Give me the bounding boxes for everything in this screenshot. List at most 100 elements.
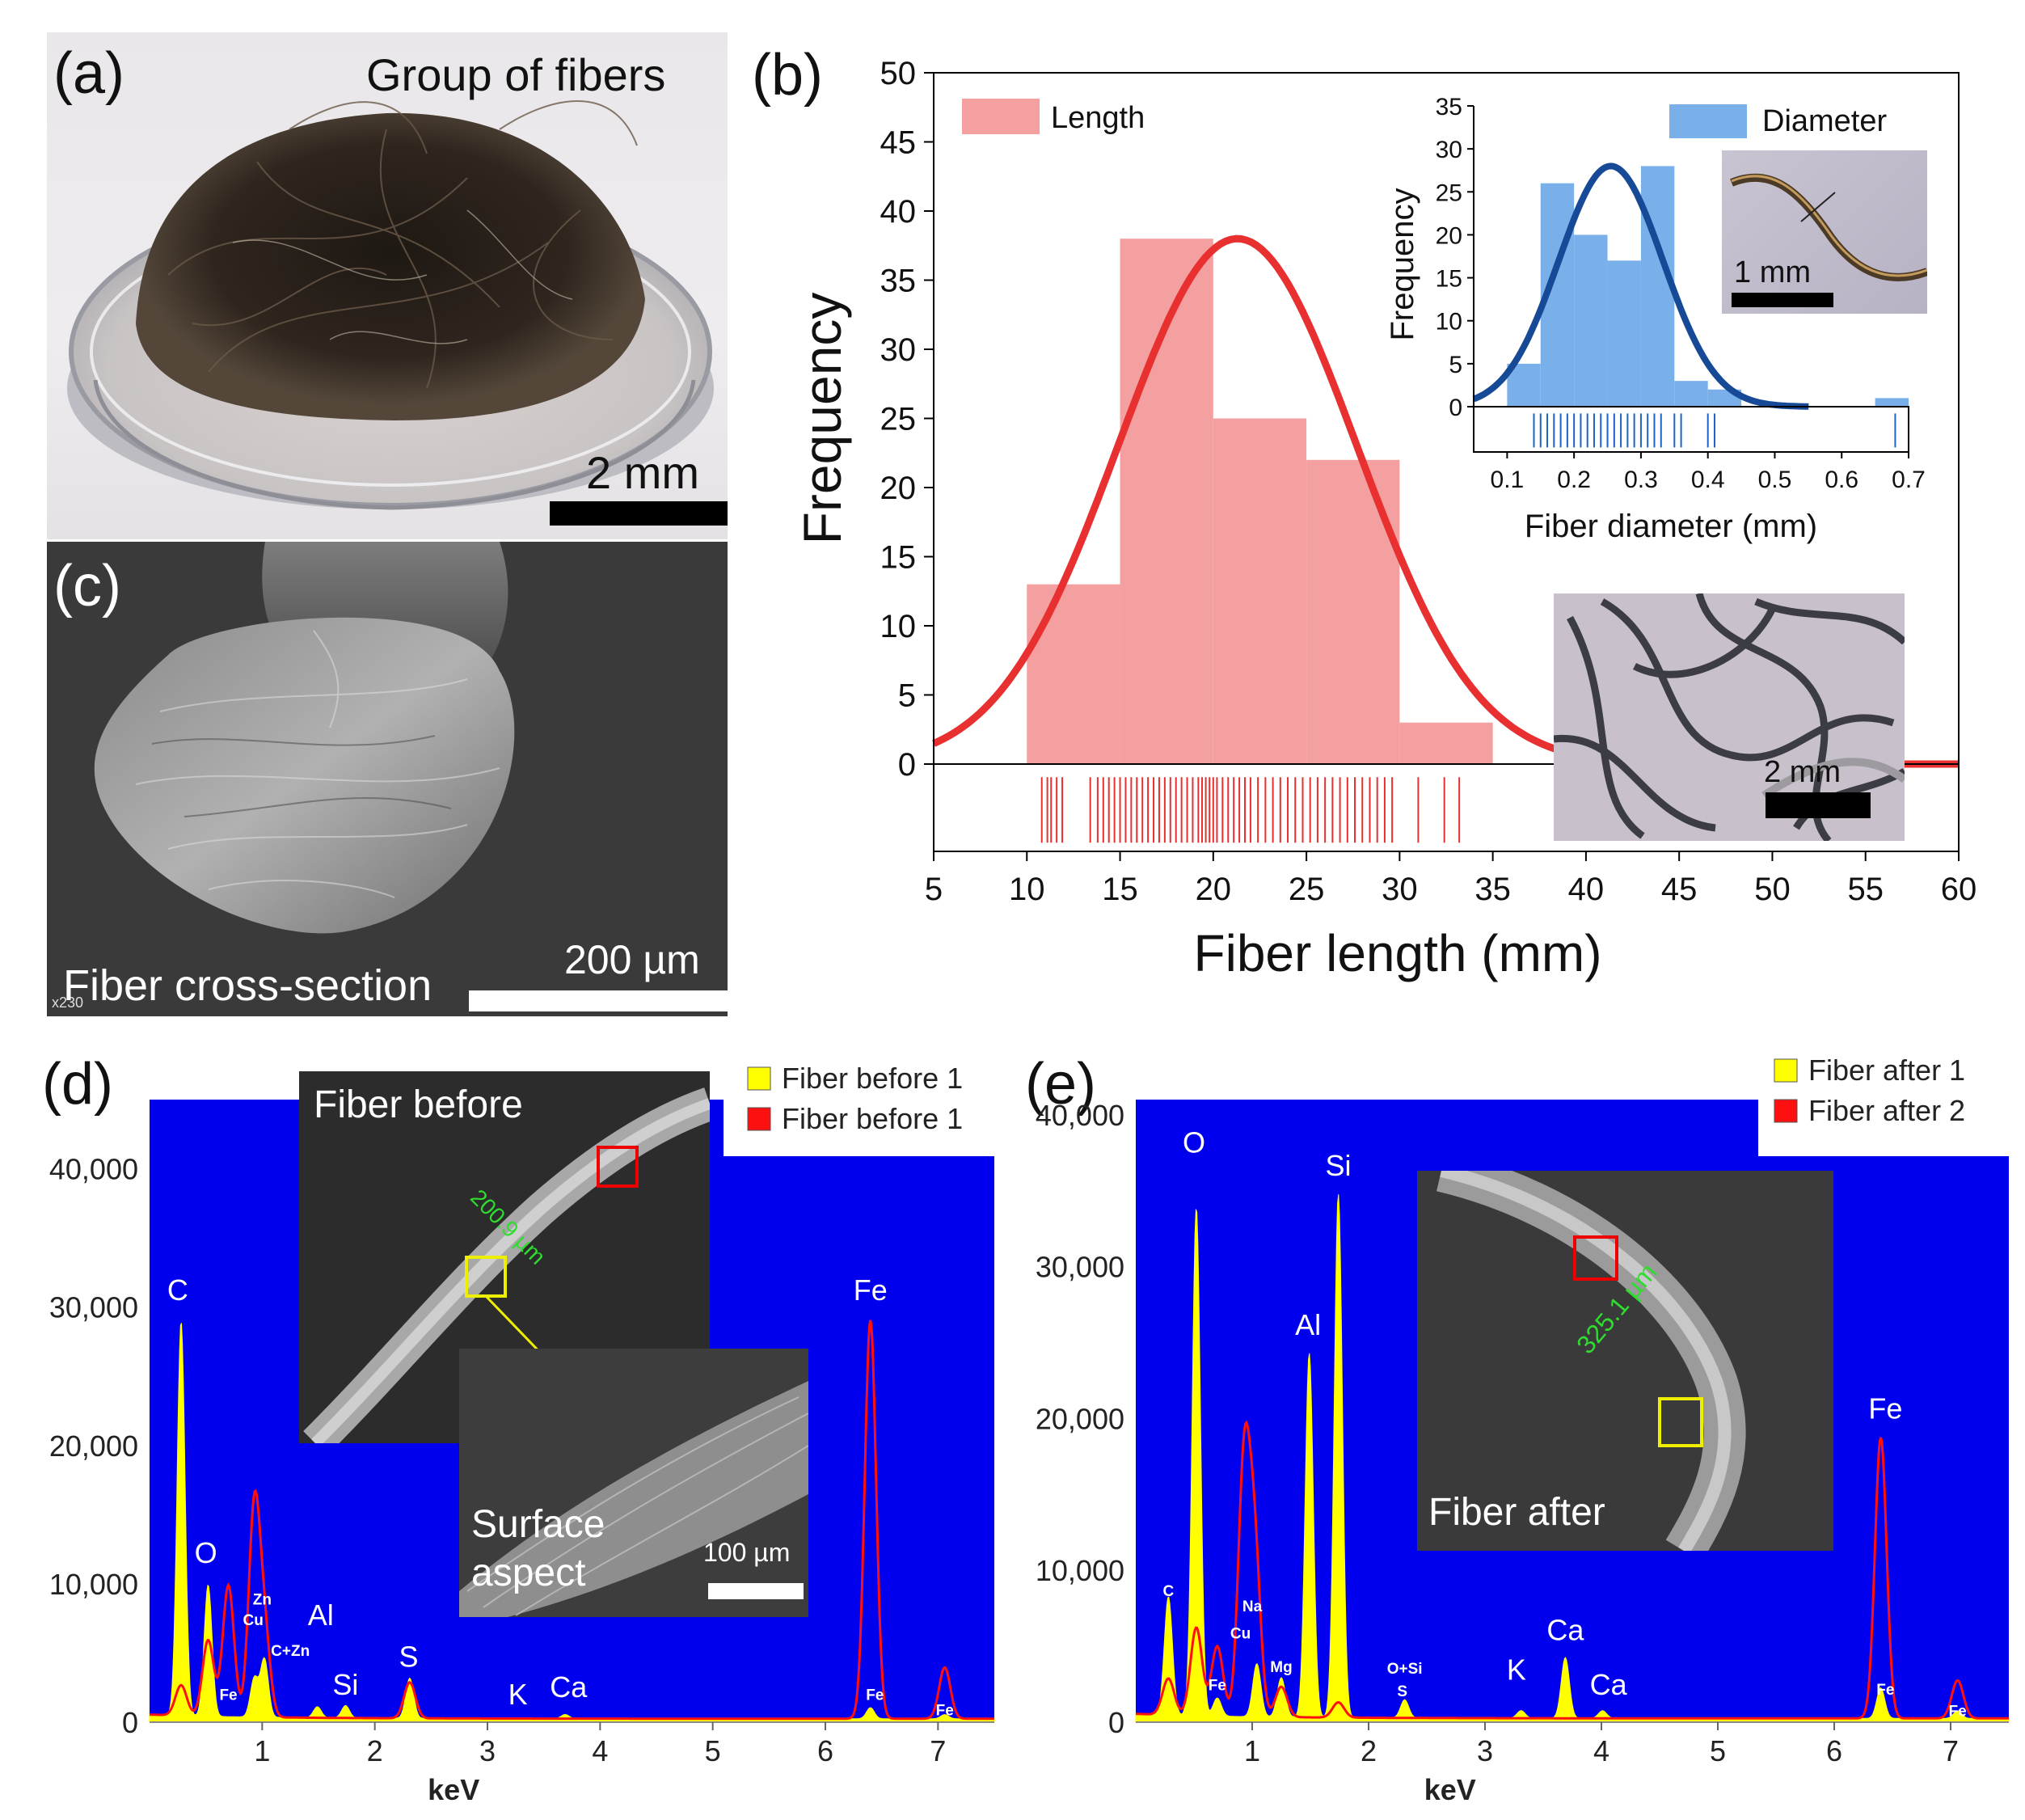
length-ytick-label-8: 40	[880, 194, 917, 230]
eds_before-legend-label-0: Fiber before 1	[782, 1062, 963, 1095]
diameter-legend-label: Diameter	[1762, 104, 1887, 138]
length-xtick-label-4: 25	[1289, 872, 1325, 907]
eds_after-legend-box	[1758, 1051, 2021, 1156]
eds_before-ytick-label-1: 10,000	[49, 1568, 138, 1601]
inset-d2-title-1: Surface	[471, 1503, 605, 1546]
eds_after-peak-label-11: Ca	[1546, 1614, 1584, 1647]
diameter-ytick-label-2: 10	[1436, 309, 1462, 336]
eds_before-peak-label-5: C+Zn	[271, 1643, 310, 1660]
diameter-ytick-label-5: 25	[1436, 179, 1462, 206]
eds_after-peak-label-10: K	[1507, 1653, 1526, 1686]
inset-photo-1-scale-text: 1 mm	[1734, 255, 1811, 289]
eds_after-peak-label-5: Mg	[1270, 1659, 1292, 1676]
diameter-rug-frame	[1473, 406, 1909, 453]
diameter-ytick-label-7: 35	[1436, 94, 1462, 120]
diameter-legend-swatch	[1669, 104, 1747, 138]
diameter-bar-4	[1640, 166, 1675, 407]
inset-d2-title-2: aspect	[471, 1552, 586, 1594]
eds_before-peak-label-8: S	[399, 1641, 418, 1674]
eds_after-xtick-label-5: 6	[1826, 1734, 1842, 1767]
length-xtick-label-2: 15	[1102, 872, 1138, 907]
diameter-ytick-label-4: 20	[1436, 222, 1462, 249]
eds_after-xtick-label-0: 1	[1244, 1734, 1260, 1767]
length-ytick-label-7: 35	[880, 264, 917, 299]
eds_before-xtick-label-2: 3	[479, 1734, 496, 1767]
inset-e-title: Fiber after	[1428, 1491, 1605, 1534]
length-ytick-label-5: 25	[880, 402, 917, 437]
eds_before-xtick-label-0: 1	[254, 1734, 270, 1767]
diameter-xtick-label-3: 0.4	[1691, 467, 1725, 493]
length-ytick-label-1: 5	[898, 678, 916, 714]
eds_before-xtick-label-4: 5	[705, 1734, 721, 1767]
length-ytick-label-3: 15	[880, 540, 917, 576]
eds_after-peak-label-6: Al	[1295, 1308, 1321, 1341]
eds_after-peak-label-15: Fe	[1949, 1703, 1967, 1720]
eds_before-legend-label-1: Fiber before 1	[782, 1102, 963, 1135]
inset-d2-scale-bar	[708, 1583, 804, 1599]
panel-c-label: Fiber cross-section	[63, 961, 432, 1010]
diameter-ytick-label-6: 30	[1436, 137, 1462, 163]
single-fiber-photo	[1730, 173, 1927, 281]
diameter-ylabel: Frequency	[1385, 188, 1420, 341]
length-bar-2	[1213, 418, 1307, 764]
panel-c-scale-text: 200 µm	[564, 937, 700, 982]
eds_before-series-red	[150, 1320, 994, 1721]
diameter-fit-curve	[1472, 163, 1809, 410]
length-xtick-label-9: 50	[1754, 872, 1791, 907]
panel-c-letter: (c)	[53, 554, 121, 619]
eds_after-ytick-label-3: 30,000	[1036, 1251, 1124, 1284]
eds_before-ytick-label-3: 30,000	[49, 1291, 138, 1324]
length-plot-frame	[933, 72, 1960, 852]
eds_before-peak-label-1: O	[195, 1536, 217, 1569]
panel-c: (c) x230 Fiber cross-section 200 µm	[47, 542, 728, 1016]
eds_before-peak-label-4: Zn	[253, 1592, 272, 1609]
eds_before-peak-label-13: Fe	[936, 1702, 954, 1719]
eds_after-ytick-label-0: 0	[1108, 1706, 1124, 1739]
panel-e-inset-sem: 325.1 µm Fiber after	[1417, 1171, 1833, 1551]
surface-aspect-sem	[459, 1381, 808, 1617]
eds_before-peak-label-6: Al	[308, 1598, 334, 1632]
length-legend-swatch	[962, 99, 1040, 134]
diameter-bar-7	[1875, 398, 1909, 407]
panel-a: (a) Group of fibers 2 mm	[47, 32, 728, 539]
length-ytick-label-2: 10	[880, 609, 917, 644]
eds_before-peak-label-3: Cu	[243, 1612, 264, 1629]
diameter-bar-2	[1574, 234, 1608, 407]
diameter-ytick-label-1: 5	[1449, 352, 1462, 378]
length-xtick-label-6: 35	[1474, 872, 1511, 907]
eds_after-legend-swatch-0	[1774, 1058, 1798, 1083]
eds_after-legend-label-0: Fiber after 1	[1808, 1054, 1965, 1087]
eds_before-peak-label-0: C	[167, 1273, 188, 1307]
eds_before-legend-swatch-1	[747, 1107, 771, 1131]
eds_after-legend-label-1: Fiber after 2	[1808, 1094, 1965, 1127]
length-xtick-label-8: 45	[1661, 872, 1698, 907]
inset-photo-2-scale-bar	[1766, 792, 1871, 818]
inset-photo-2-scale-text: 2 mm	[1764, 755, 1841, 789]
diameter-ytick-label-0: 0	[1449, 395, 1462, 421]
length-xtick-label-5: 30	[1382, 872, 1418, 907]
eds_before-xtick-label-1: 2	[367, 1734, 383, 1767]
panel-b-inset-photo-1: 1 mm	[1722, 150, 1927, 314]
fiber-dish-photo	[67, 100, 714, 510]
length-xlabel: Fiber length (mm)	[1194, 924, 1602, 982]
eds_before-peak-label-9: K	[508, 1678, 528, 1711]
eds_after-peak-label-0: C	[1162, 1583, 1174, 1600]
length-xtick-label-0: 5	[925, 872, 943, 907]
eds_after-peak-label-2: Fe	[1209, 1678, 1226, 1695]
length-ytick-label-10: 50	[880, 56, 917, 91]
eds_after-xtick-label-4: 5	[1710, 1734, 1726, 1767]
panel-c-mag: x230	[52, 994, 84, 1011]
panel-b-letter: (b)	[752, 43, 823, 108]
diameter-xtick-label-4: 0.5	[1758, 467, 1792, 493]
panel-d-letter: (d)	[42, 1052, 113, 1117]
eds_after-ytick-label-2: 20,000	[1036, 1402, 1124, 1435]
diameter-bar-5	[1674, 381, 1708, 407]
inset-d-title: Fiber before	[314, 1083, 523, 1126]
fiber-after-sem	[1436, 1171, 1746, 1551]
length-xtick-label-7: 40	[1568, 872, 1605, 907]
length-ytick-label-4: 20	[880, 471, 917, 506]
length-bar-0	[1027, 584, 1120, 764]
diameter-ytick-label-3: 15	[1436, 266, 1462, 293]
eds_after-peak-label-13: Fe	[1868, 1391, 1902, 1425]
eds_after-xlabel: keV	[1424, 1773, 1476, 1806]
